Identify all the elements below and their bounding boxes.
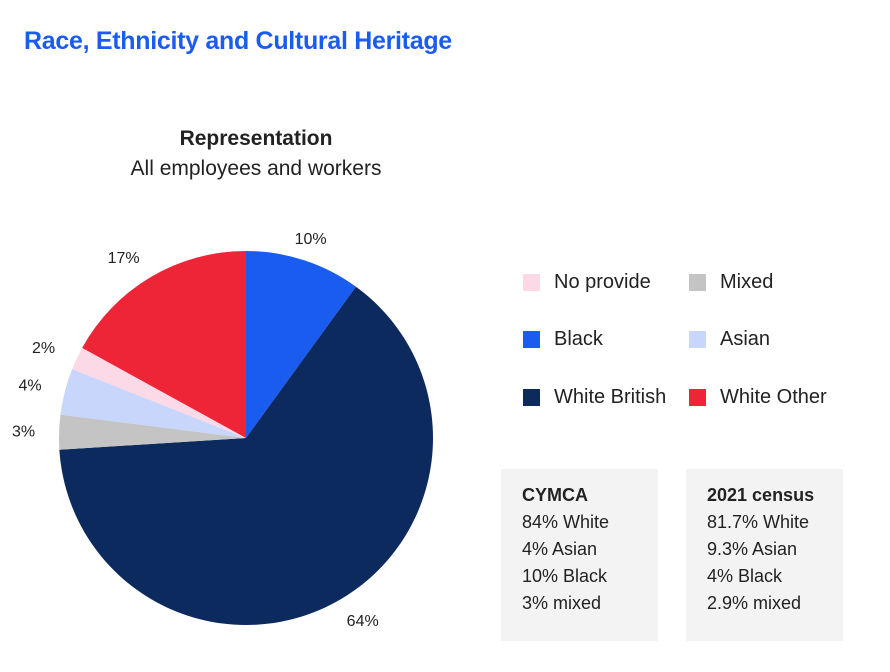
pie-slice-white-other (82, 251, 247, 438)
box-line: 2.9% mixed (707, 593, 802, 613)
legend-swatch (689, 274, 706, 291)
legend-swatch (523, 274, 540, 291)
legend-label: White British (554, 386, 667, 408)
slice-label: 3% (12, 423, 35, 440)
box-line: 4% Asian (522, 539, 598, 559)
pie-slice-mixed (59, 414, 246, 450)
box-line: 9.3% Asian (707, 539, 798, 559)
slice-label: 10% (295, 231, 327, 248)
legend-item-mixed: Mixed (689, 271, 773, 294)
pie-slice-black (246, 251, 356, 438)
legend-swatch (689, 331, 706, 348)
legend-swatch (523, 389, 540, 406)
pie-slice-white-british (59, 286, 433, 625)
box-line: 81.7% White (707, 512, 810, 532)
box-line: 4% Black (707, 566, 783, 586)
slice-label: 64% (347, 613, 379, 630)
pie-chart: 10% 64% 3% 4% 2% 17% (12, 231, 433, 630)
census-stats-box: 2021 census 81.7% White 9.3% Asian 4% Bl… (686, 469, 843, 641)
pie-slice-asian (60, 369, 247, 438)
box-line: 10% Black (522, 566, 608, 586)
box-title: CYMCA (522, 485, 588, 505)
legend-label: Mixed (720, 271, 774, 293)
legend-item-white-other: White Other (689, 386, 827, 409)
legend-item-no-provide: No provide (523, 271, 651, 294)
legend-item-asian: Asian (689, 328, 770, 351)
legend-label: Asian (720, 328, 771, 350)
slice-label: 2% (32, 340, 55, 357)
legend-item-black: Black (523, 328, 603, 351)
legend-label: No provide (554, 271, 651, 293)
box-title: 2021 census (707, 485, 815, 505)
legend-label: White Other (720, 386, 827, 408)
chart-title: Representation (179, 127, 333, 150)
box-line: 84% White (522, 512, 610, 532)
legend-swatch (689, 389, 706, 406)
legend-swatch (523, 331, 540, 348)
page-title: Race, Ethnicity and Cultural Heritage (24, 27, 452, 55)
box-line: 3% mixed (522, 593, 602, 613)
legend-item-white-british: White British (523, 386, 666, 409)
chart-subtitle: All employees and workers (130, 157, 382, 180)
cymca-stats-box: CYMCA 84% White 4% Asian 10% Black 3% mi… (501, 469, 658, 641)
slice-label: 4% (19, 378, 42, 395)
pie-slice-no-provide (72, 347, 246, 438)
slice-label: 17% (108, 250, 140, 267)
legend-label: Black (554, 328, 603, 350)
